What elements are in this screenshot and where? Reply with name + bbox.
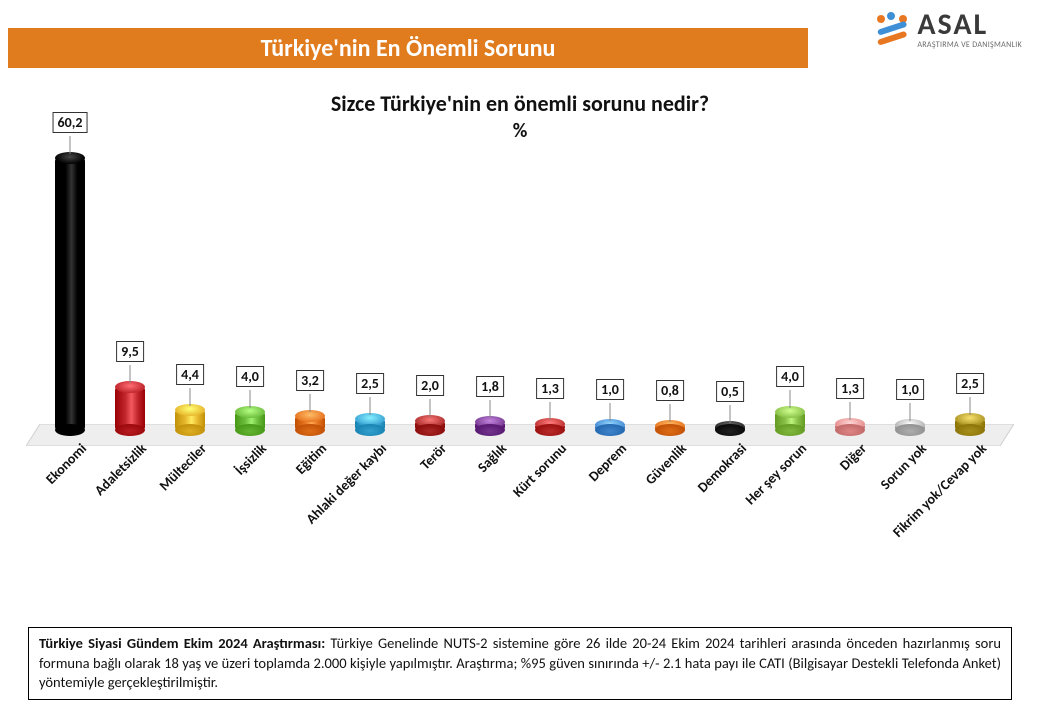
category-label: Eğitim	[219, 440, 330, 551]
bar-value-label: 1,3	[536, 378, 564, 399]
chart-plot-area: 60,2 9,5 4,4 4,0 3,2 2,5 2,0 1,8 1,3 1,0 0,8 0,5 4,0…	[40, 150, 1000, 430]
category-label: Deprem	[519, 440, 630, 551]
category-label: Mülteciler	[99, 440, 210, 551]
category-label: Güvenlik	[579, 440, 690, 551]
chart-title-sub: %	[0, 119, 1040, 143]
category-label: Diğer	[759, 440, 870, 551]
category-label: Fikrim yok/Cevap yok	[879, 440, 990, 551]
bar: 1,3	[535, 424, 565, 430]
bar: 60,2	[55, 158, 85, 430]
bar: 3,2	[295, 416, 325, 430]
bar: 2,5	[955, 419, 985, 430]
logo-text: ASAL	[917, 10, 988, 40]
bar-value-label: 1,0	[896, 379, 924, 400]
bar: 0,5	[715, 427, 745, 430]
bar-value-label: 4,0	[236, 366, 264, 387]
category-label: İşsizlik	[159, 440, 270, 551]
brand-logo: ASAL ARAŞTIRMA VE DANIŞMANLIK	[873, 10, 1022, 50]
bar-value-label: 1,0	[596, 379, 624, 400]
category-label: Sağlık	[399, 440, 510, 551]
category-label: Her şey sorun	[699, 440, 810, 551]
bar-value-label: 3,2	[296, 370, 324, 391]
bar-value-label: 2,5	[356, 373, 384, 394]
bar: 1,3	[835, 424, 865, 430]
bar-value-label: 4,4	[176, 364, 204, 385]
bar-value-label: 4,0	[776, 366, 804, 387]
footnote-bold: Türkiye Siyasi Gündem Ekim 2024 Araştırm…	[39, 634, 325, 652]
bar-value-label: 0,5	[716, 381, 744, 402]
bar-value-label: 0,8	[656, 380, 684, 401]
bar: 1,0	[595, 425, 625, 430]
category-label: Demokrasi	[639, 440, 750, 551]
bar: 1,8	[475, 422, 505, 430]
bar: 2,0	[415, 421, 445, 430]
logo-mark-icon	[873, 10, 911, 48]
category-label: Sorun yok	[819, 440, 930, 551]
logo-subtext: ARAŞTIRMA VE DANIŞMANLIK	[917, 40, 1022, 50]
bar: 0,8	[655, 426, 685, 430]
bar: 4,0	[235, 412, 265, 430]
bar: 4,4	[175, 410, 205, 430]
category-label: Ahlaki değer kaybı	[279, 440, 390, 551]
category-label: Terör	[339, 440, 450, 551]
category-label: Kürt sorunu	[459, 440, 570, 551]
bar-value-label: 9,5	[116, 341, 144, 362]
header-bar: Türkiye'nin En Önemli Sorunu	[8, 28, 808, 68]
bar-value-label: 1,3	[836, 378, 864, 399]
bar-value-label: 2,0	[416, 375, 444, 396]
bar-value-label: 1,8	[476, 376, 504, 397]
bar-value-label: 60,2	[53, 112, 88, 133]
bar-chart: 60,2 9,5 4,4 4,0 3,2 2,5 2,0 1,8 1,3 1,0 0,8 0,5 4,0…	[40, 150, 1000, 530]
bar-value-label: 2,5	[956, 373, 984, 394]
bar: 1,0	[895, 425, 925, 430]
chart-title: Sizce Türkiye'nin en önemli sorunu nedir…	[0, 90, 1040, 143]
chart-title-main: Sizce Türkiye'nin en önemli sorunu nedir…	[331, 90, 709, 117]
bar: 9,5	[115, 387, 145, 430]
bar: 2,5	[355, 419, 385, 430]
header-title: Türkiye'nin En Önemli Sorunu	[261, 34, 556, 63]
bar: 4,0	[775, 412, 805, 430]
category-label: Adaletsizlik	[39, 440, 150, 551]
methodology-footnote: Türkiye Siyasi Gündem Ekim 2024 Araştırm…	[28, 627, 1012, 700]
